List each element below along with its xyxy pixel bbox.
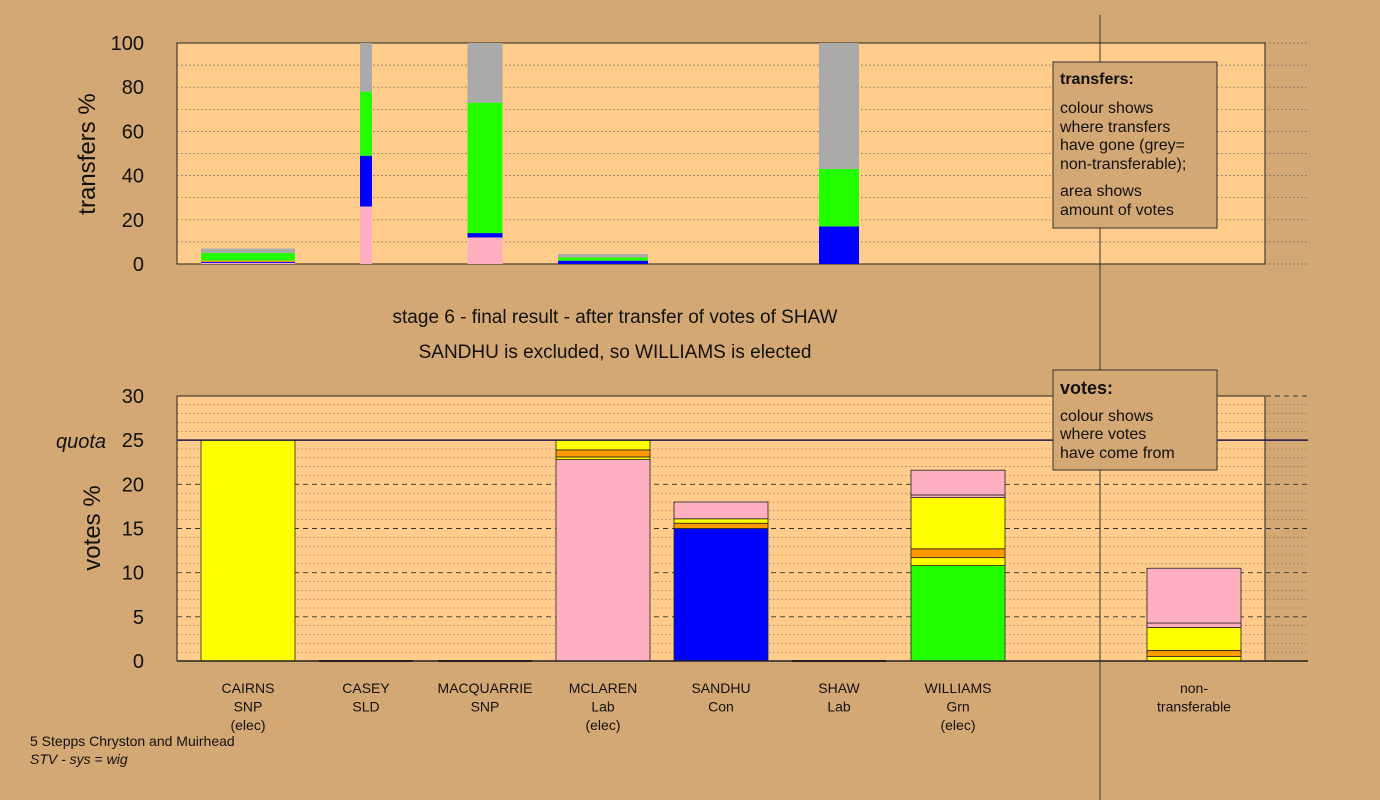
votes-legend-line-2: where votes	[1059, 426, 1146, 443]
transfers-legend-line-5: area shows	[1060, 183, 1142, 200]
candidate-label-line: SNP	[471, 699, 500, 715]
transfers-bar-segment	[558, 260, 648, 264]
stage-outcome: SANDHU is excluded, so WILLIAMS is elect…	[419, 342, 812, 363]
votes-bar-segment	[200, 439, 296, 662]
transfers-legend-line-3: have gone (grey=	[1060, 137, 1185, 154]
votes-bar-segment	[1146, 650, 1242, 657]
transfers-bar-segment	[819, 226, 859, 264]
votes-legend-line-1: colour shows	[1060, 408, 1153, 425]
votes-bar-segment	[1146, 622, 1242, 628]
candidate-label-line: (elec)	[940, 717, 975, 733]
votes-bar-segment	[910, 557, 1006, 567]
votes-bar-segment	[1146, 567, 1242, 624]
transfers-bar-segment	[360, 155, 372, 207]
votes-y-tick-label: 15	[122, 519, 144, 541]
transfers-y-tick-label: 40	[122, 166, 144, 188]
candidate-label-line: transferable	[1157, 699, 1231, 715]
votes-bar-segment	[673, 501, 769, 520]
transfers-bar-segment	[360, 43, 372, 92]
stage-description: stage 6 - final result - after transfer …	[393, 307, 838, 328]
transfers-bar-segment	[360, 206, 372, 264]
transfers-bar-segment	[467, 237, 503, 264]
votes-y-tick-label: 30	[122, 386, 144, 408]
transfers-bar-segment	[819, 43, 859, 169]
votes-bar-segment	[673, 528, 769, 662]
candidate-label-line: Lab	[827, 699, 851, 715]
footer-system-note: STV - sys = wig	[30, 751, 128, 767]
votes-y-axis-label: votes %	[79, 485, 106, 570]
candidate-labels: CAIRNS SNP (elec) CASEY SLD MACQUARRIE SNP MCLA…	[222, 680, 1232, 733]
transfers-bar-segment	[201, 248, 295, 253]
transfers-legend-line-4: non-transferable);	[1060, 156, 1186, 173]
transfers-y-tick-label: 0	[133, 254, 144, 276]
transfers-bar-segment	[467, 102, 503, 234]
transfers-bar-segment	[819, 168, 859, 227]
candidate-label-line: (elec)	[585, 717, 620, 733]
candidate-label-line: WILLIAMS	[925, 680, 992, 696]
votes-bar-segment	[555, 439, 651, 451]
votes-y-tick-label: 25	[122, 430, 144, 452]
candidate-label-line: Grn	[946, 699, 969, 715]
footer-ward-title: 5 Stepps Chryston and Muirhead	[30, 733, 235, 749]
votes-bar-segment	[1146, 627, 1242, 651]
votes-bar-segment	[910, 548, 1006, 559]
transfers-y-axis-label: transfers %	[74, 93, 101, 214]
candidate-label-line: CASEY	[342, 680, 390, 696]
candidate-label-line: Lab	[591, 699, 615, 715]
votes-y-tick-label: 5	[133, 607, 144, 629]
votes-y-ticks: 0 5 10 15 20 25 30	[122, 386, 144, 673]
votes-bar-segment	[555, 459, 651, 662]
candidate-label-line: Con	[708, 699, 734, 715]
transfers-y-ticks: 0 20 40 60 80 100	[111, 33, 144, 276]
transfers-legend: transfers: colour shows where transfers …	[1052, 61, 1218, 229]
transfers-bar-segment	[467, 43, 503, 103]
candidate-label-line: MCLAREN	[569, 680, 637, 696]
votes-bar-segment	[555, 449, 651, 458]
votes-bars	[200, 439, 1242, 662]
transfers-y-tick-label: 80	[122, 77, 144, 99]
votes-bar-segment	[910, 469, 1006, 496]
candidate-label-line: SNP	[234, 699, 263, 715]
candidate-label-line: MACQUARRIE	[438, 680, 533, 696]
transfers-bar-segment	[558, 254, 648, 258]
votes-bar-segment	[910, 497, 1006, 550]
transfers-bar-segment	[467, 233, 503, 238]
candidate-label-line: non-	[1180, 680, 1208, 696]
votes-bar-segment	[910, 565, 1006, 662]
votes-bar-segment	[673, 522, 769, 529]
transfers-bar-segment	[201, 260, 295, 262]
transfers-legend-line-2: where transfers	[1059, 119, 1170, 136]
transfers-y-tick-label: 20	[122, 210, 144, 232]
candidate-label-line: SHAW	[818, 680, 860, 696]
transfers-legend-line-1: colour shows	[1060, 100, 1153, 117]
votes-y-tick-label: 20	[122, 474, 144, 496]
transfers-bar-segment	[201, 262, 295, 264]
votes-legend-line-3: have come from	[1060, 445, 1175, 462]
candidate-label-line: CAIRNS	[222, 680, 275, 696]
transfers-y-tick-label: 100	[111, 33, 144, 55]
transfers-y-tick-label: 60	[122, 121, 144, 143]
votes-legend-title: votes:	[1060, 378, 1113, 398]
transfers-bar-segment	[201, 252, 295, 261]
votes-y-tick-label: 10	[122, 563, 144, 585]
transfers-bar-segment	[201, 261, 295, 263]
transfers-bars	[201, 43, 859, 264]
quota-label: quota	[56, 431, 106, 453]
votes-legend: votes: colour shows where votes have com…	[1052, 369, 1218, 471]
transfers-legend-title: transfers:	[1060, 71, 1134, 88]
transfers-bar-segment	[558, 257, 648, 261]
candidate-label-line: SANDHU	[691, 680, 750, 696]
candidate-label-line: SLD	[352, 699, 379, 715]
transfers-bar-segment	[360, 91, 372, 156]
votes-bar-segment	[673, 518, 769, 524]
votes-y-tick-label: 0	[133, 651, 144, 673]
transfers-legend-line-6: amount of votes	[1060, 202, 1174, 219]
candidate-label-line: (elec)	[230, 717, 265, 733]
